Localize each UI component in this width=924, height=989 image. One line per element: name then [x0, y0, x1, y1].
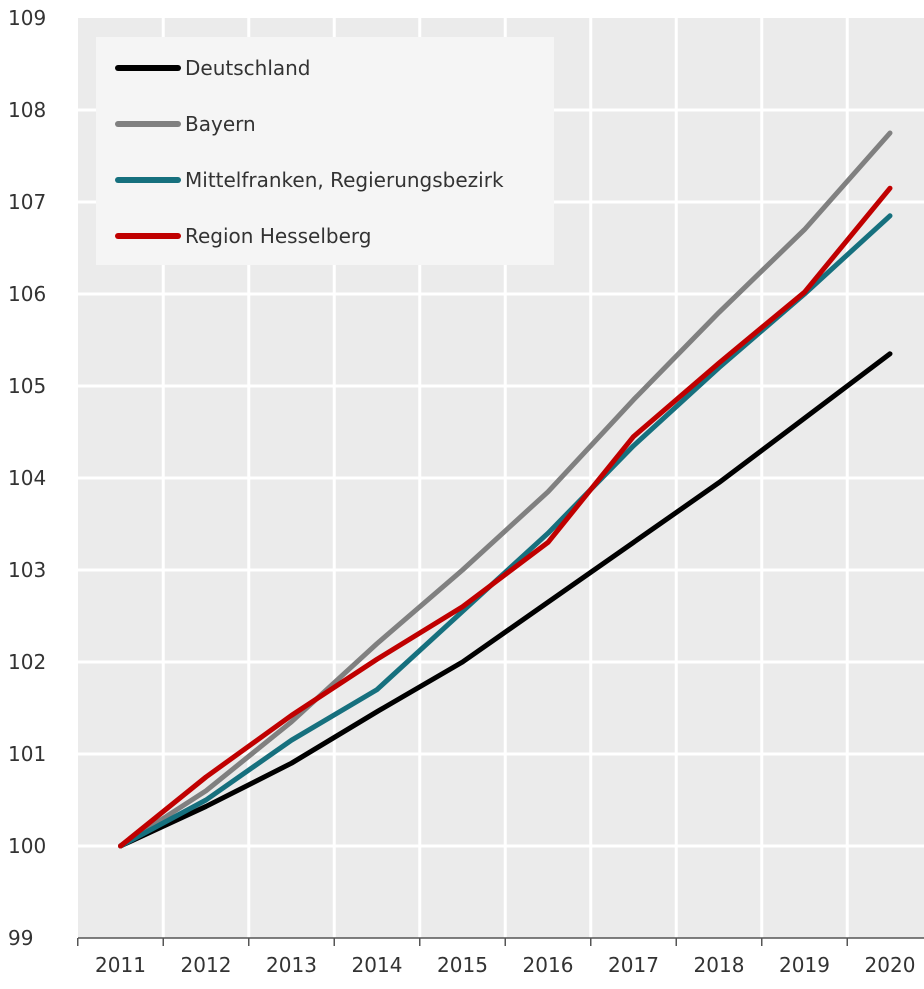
x-tick-label: 2018	[694, 953, 745, 977]
series-line-3	[118, 185, 893, 849]
series-line-0	[118, 351, 893, 849]
y-tick-label: 105	[8, 374, 46, 398]
x-tick-label: 2016	[523, 953, 574, 977]
x-tick-label: 2020	[865, 953, 916, 977]
series-lines	[118, 130, 893, 849]
legend-label: Deutschland	[185, 56, 311, 80]
x-axis: 2011 2012 2013 2014 2015 2016 2017 2018 2019 2020	[77, 937, 924, 977]
y-axis: 99 100 101 102 103 104 105 106 107 108 109	[8, 6, 46, 950]
legend-label: Bayern	[185, 112, 256, 136]
x-tick-label: 2019	[779, 953, 830, 977]
x-tick-label: 2012	[181, 953, 232, 977]
legend-box	[96, 37, 554, 265]
x-tick-label: 2013	[266, 953, 317, 977]
x-tick-label: 2015	[437, 953, 488, 977]
y-tick-label: 100	[8, 834, 46, 858]
y-tick-label: 108	[8, 98, 46, 122]
legend-label: Mittelfranken, Regierungsbezirk	[185, 168, 504, 192]
y-tick-label: 102	[8, 650, 46, 674]
y-tick-label: 106	[8, 282, 46, 306]
x-tick-label: 2017	[608, 953, 659, 977]
y-tick-label: 103	[8, 558, 46, 582]
legend-label: Region Hesselberg	[185, 224, 371, 248]
legend: Deutschland Bayern Mittelfranken, Regierun…	[96, 37, 554, 265]
y-tick-label: 104	[8, 466, 46, 490]
x-tick-label: 2014	[352, 953, 403, 977]
y-tick-label: 109	[8, 6, 46, 30]
y-tick-label: 107	[8, 190, 46, 214]
y-tick-label: 101	[8, 742, 46, 766]
series-line-1	[118, 130, 893, 849]
x-tick-label: 2011	[95, 953, 146, 977]
y-tick-label: 99	[8, 926, 33, 950]
